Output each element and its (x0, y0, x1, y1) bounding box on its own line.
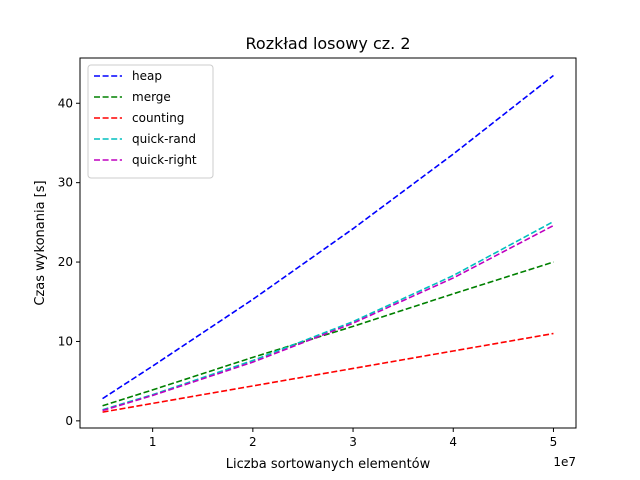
legend-label-merge: merge (132, 90, 171, 104)
y-axis-label: Czas wykonania [s] (33, 180, 48, 305)
x-axis: 1 2 3 4 5 (149, 428, 557, 449)
legend-label-quick-right: quick-right (132, 153, 197, 167)
x-tick-label: 4 (449, 435, 457, 449)
series-line-heap (102, 74, 554, 400)
legend-box (87, 64, 214, 179)
legend: heap merge counting quick-rand quick-right (87, 64, 214, 179)
axes-frame (79, 57, 577, 429)
x-axis-offset-label: 1e7 (553, 455, 576, 469)
series-line-counting (102, 332, 554, 413)
y-tick-label: 10 (58, 334, 73, 348)
x-tick-label: 5 (550, 435, 558, 449)
y-tick-label: 40 (58, 96, 73, 110)
y-tick-label: 20 (58, 255, 73, 269)
series-line-quick-right (102, 224, 554, 412)
legend-label-counting: counting (132, 111, 184, 125)
x-tick-label: 2 (249, 435, 257, 449)
x-tick-label: 1 (149, 435, 157, 449)
y-tick-label: 0 (65, 414, 73, 428)
x-tick-label: 3 (349, 435, 357, 449)
plot-area (102, 74, 554, 413)
legend-label-quick-rand: quick-rand (132, 132, 196, 146)
x-axis-label: Liczba sortowanych elementów (226, 457, 431, 472)
y-axis: 0 10 20 30 40 (58, 96, 80, 428)
y-tick-label: 30 (58, 176, 73, 190)
legend-label-heap: heap (132, 69, 162, 83)
chart-title: Rozkład losowy cz. 2 (246, 34, 411, 53)
